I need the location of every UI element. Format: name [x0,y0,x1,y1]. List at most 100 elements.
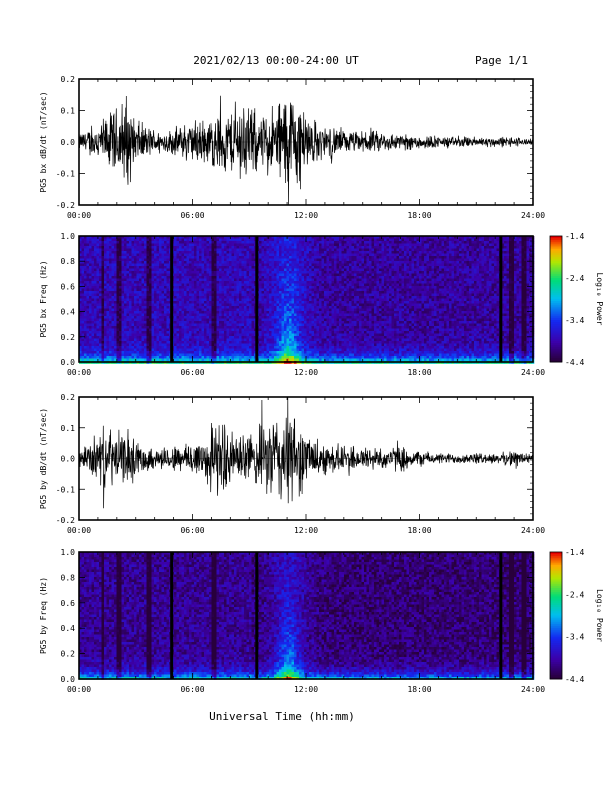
spectrogram-cell [154,316,157,319]
spectrogram-cell [269,318,272,322]
spectrogram-cell [269,301,272,304]
spectrogram-cell [196,251,200,254]
spectrogram-cell [91,241,95,244]
spectrogram-cell [176,318,180,322]
spectrogram-cell [309,308,312,312]
spectrogram-cell [229,341,232,344]
spectrogram-cell [204,351,207,354]
spectrogram-cell [264,333,267,337]
spectrogram-cell [181,308,185,312]
spectrogram-cell [246,236,250,239]
spectrogram-cell [86,351,90,354]
spectrogram-cell [194,236,197,239]
spectrogram-cell [109,303,112,307]
spectrogram-cell [134,351,137,354]
spectrogram-cell [246,321,250,324]
spectrogram-cell [174,271,177,274]
spectrogram-cell [196,301,200,304]
spectrogram-cell [151,353,155,357]
spectrogram-cell [246,248,250,252]
spectrogram-cell [296,266,300,269]
spectrogram-cell [101,286,105,289]
spectrogram-cell [134,321,137,324]
spectrogram-cell [116,341,120,344]
spectrogram-cell [166,346,170,349]
spectrogram-cell [234,333,237,337]
spectrogram-cell [154,358,157,362]
spectrogram-cell [271,326,275,329]
spectrogram-cell [261,283,265,287]
spectrogram-cell [251,358,255,362]
spectrogram-cell [251,251,255,254]
spectrogram-cell [289,286,292,289]
spectrogram-cell [271,281,275,284]
spectrogram-cell [231,353,235,357]
spectrogram-cell [221,243,225,247]
spectrogram-cell [289,263,292,267]
spectrogram-cell [246,358,250,362]
spectrogram-cell [246,251,250,254]
spectrogram-cell [289,248,292,252]
spectrogram-cell [304,248,307,252]
spectrogram-cell [281,328,285,332]
spectrogram-cell [101,321,105,324]
spectrogram-cell [166,293,170,297]
spectrogram-cell [231,358,235,362]
spectrogram-cell [136,263,140,267]
spectrogram-cell [284,358,287,362]
spectrogram-cell [239,273,242,277]
spectrogram-cell [144,251,147,254]
spectrogram-cell [121,308,125,312]
spectrogram-cell [271,288,275,292]
spectrogram-cell [131,268,135,272]
spectrogram-cell [154,306,157,309]
spectrogram-cell [284,301,287,304]
spectrogram-cell [259,321,262,324]
spectrogram-cell [116,331,120,334]
spectrogram-cell [114,308,117,312]
spectrogram-cell [289,333,292,337]
spectrogram-cell [199,246,202,249]
spectrogram-cell [159,326,162,329]
spectrogram-cell [86,346,90,349]
spectrogram-cell [276,358,280,362]
spectrogram-cell [174,281,177,284]
spectrogram-cell [89,303,92,307]
spectrogram-cell [276,333,280,337]
spectrogram-cell [271,318,275,322]
spectrogram-cell [124,301,127,304]
spectrogram-cell [146,323,150,327]
spectrogram-cell [316,268,320,272]
spectrogram-cell [316,303,320,307]
spectrogram-cell [199,248,202,252]
spectrogram-cell [279,303,282,307]
spectrogram-cell [201,346,205,349]
spectrogram-cell [206,356,210,359]
spectrogram-cell [109,241,112,244]
spectrogram-cell [144,291,147,294]
spectrogram-cell [151,271,155,274]
spectrogram-cell [89,311,92,314]
spectrogram-cell [291,313,295,317]
spectrogram-cell [211,338,215,342]
spectrogram-cell [146,336,150,339]
spectrogram-cell [294,291,297,294]
spectrogram-cell [241,248,245,252]
spectrogram-cell [191,256,195,259]
spectrogram-cell [114,311,117,314]
spectrogram-cell [146,243,150,247]
spectrogram-cell [221,343,225,347]
spectrogram-cell [261,358,265,362]
spectrogram-cell [89,258,92,262]
spectrogram-cell [286,258,290,262]
spectrogram-cell [176,358,180,362]
spectrogram-cell [166,313,170,317]
spectrogram-cell [276,236,280,239]
spectrogram-cell [164,286,167,289]
spectrogram-cell [314,286,317,289]
spectrogram-cell [91,348,95,352]
spectrogram-cell [189,331,192,334]
spectrogram-cell [94,318,97,322]
spectrogram-cell [126,323,130,327]
x-tick-label: 12:00 [294,211,318,220]
